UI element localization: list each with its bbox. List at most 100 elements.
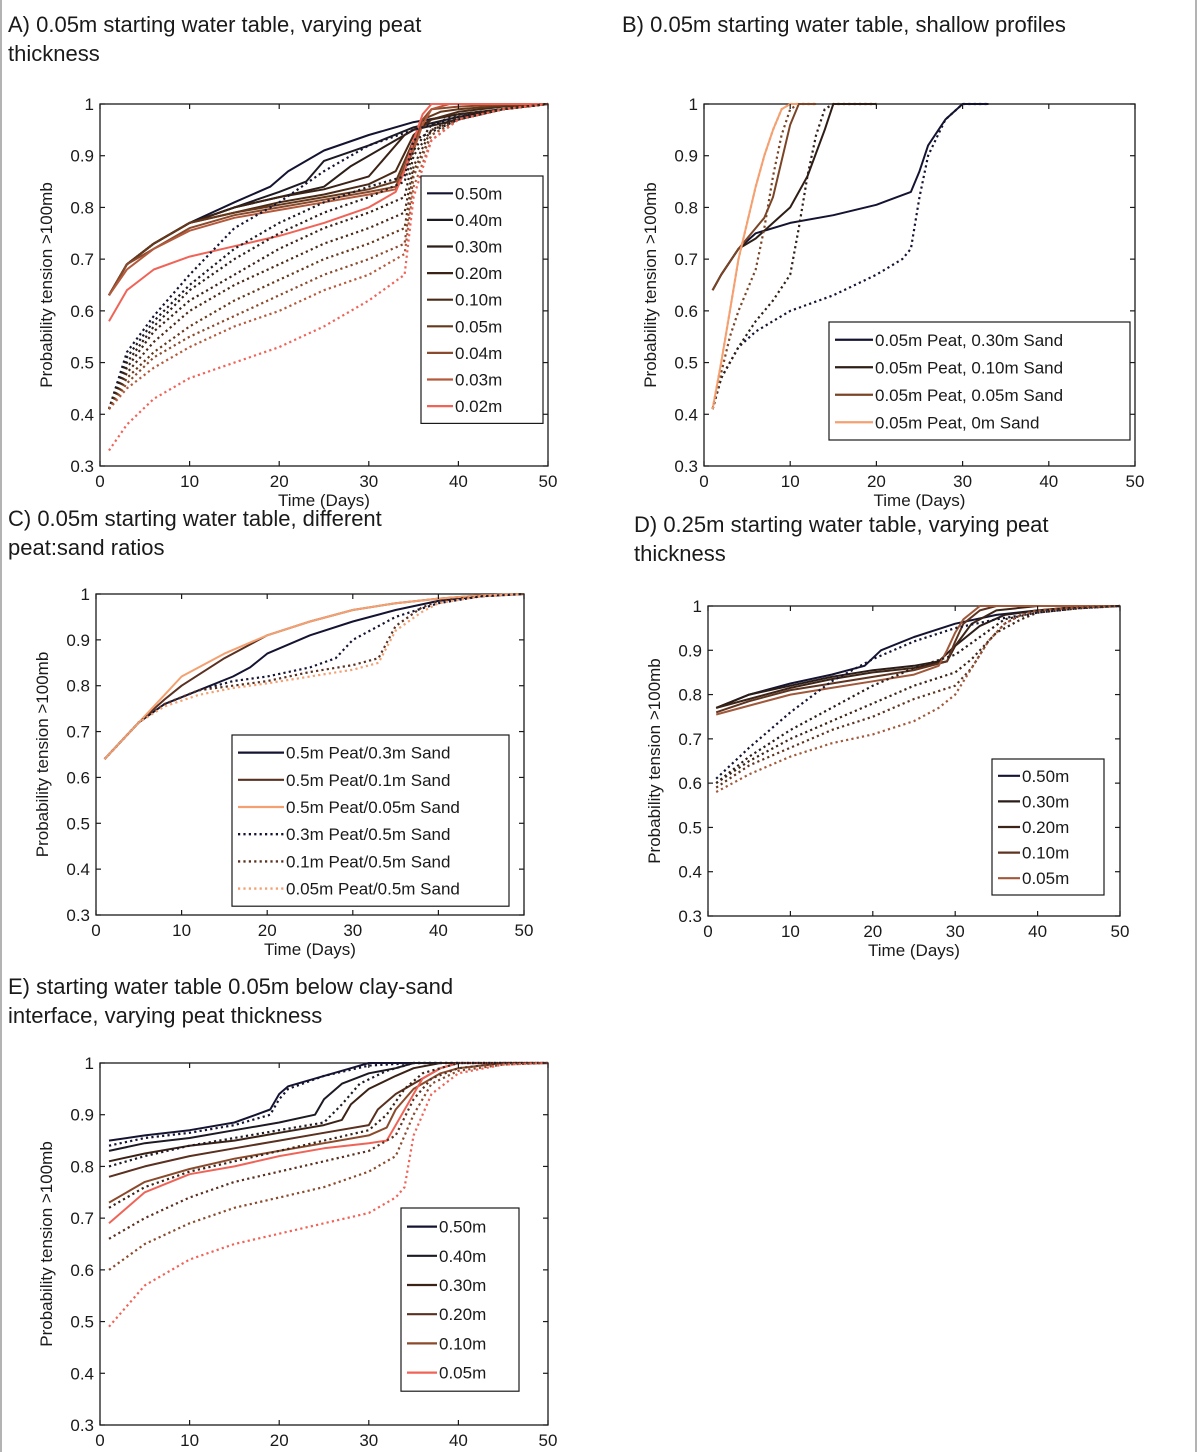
series-line-dotted-9: [715, 604, 1121, 793]
y-tick-label: 0.4: [674, 405, 698, 424]
y-tick-label: 0.6: [70, 302, 94, 321]
x-tick-label: 10: [172, 921, 191, 940]
panel-D: D) 0.25m starting water table, varying p…: [634, 512, 1129, 960]
legend-box: [231, 734, 510, 907]
y-tick-label: 0.4: [66, 860, 90, 879]
y-axis-label: Probability tension >100mb: [641, 182, 660, 388]
x-axis-label: Time (Days): [278, 491, 370, 510]
legend-label: 0.10m: [439, 1334, 486, 1353]
y-tick-label: 0.5: [66, 814, 90, 833]
y-tick-label: 0.6: [674, 302, 698, 321]
x-tick-label: 30: [359, 472, 378, 491]
legend: 0.05m Peat, 0.30m Sand 0.05m Peat, 0.10m …: [828, 321, 1131, 441]
x-axis-label: Time (Days): [278, 1450, 370, 1452]
legend-label: 0.05m: [439, 1364, 486, 1383]
y-tick-label: 0.6: [678, 774, 702, 793]
x-tick-label: 40: [449, 472, 468, 491]
series-line-dotted-17: [108, 102, 549, 452]
x-tick-label: 20: [270, 472, 289, 491]
series-line-dotted-7: [711, 102, 799, 410]
panel-title: C) 0.05m starting water table, different: [8, 506, 382, 531]
series-line-dotted-6: [711, 102, 817, 410]
y-tick-label: 1: [85, 95, 94, 114]
legend-label: 0.04m: [455, 344, 502, 363]
legend-label: 0.30m: [1022, 792, 1069, 811]
panel-title: A) 0.05m starting water table, varying p…: [8, 12, 421, 37]
legend-label: 0.20m: [455, 264, 502, 283]
y-tick-label: 0.3: [66, 906, 90, 925]
y-tick-label: 0.9: [678, 641, 702, 660]
panel-title: D) 0.25m starting water table, varying p…: [634, 512, 1049, 537]
series-line-dotted-11: [108, 1061, 549, 1328]
legend-label: 0.05m Peat, 0.10m Sand: [875, 358, 1063, 377]
legend-label: 0.05m Peat, 0m Sand: [875, 413, 1039, 432]
y-tick-label: 0.3: [674, 457, 698, 476]
y-tick-label: 0.9: [70, 1106, 94, 1125]
x-tick-label: 20: [867, 472, 886, 491]
x-tick-label: 50: [515, 921, 534, 940]
series-line-dotted-13: [108, 102, 549, 410]
legend-label: 0.05m Peat, 0.30m Sand: [875, 331, 1063, 350]
series-line-solid-5: [108, 103, 549, 296]
y-tick-label: 0.7: [66, 723, 90, 742]
series-line-dotted-12: [107, 102, 549, 410]
series-line-dotted-5: [103, 592, 525, 760]
y-axis-label: Probability tension >100mb: [37, 1141, 56, 1347]
panel-title: B) 0.05m starting water table, shallow p…: [622, 12, 1066, 37]
x-tick-label: 50: [1111, 922, 1130, 941]
series-line-dotted-15: [108, 102, 549, 410]
panel-title: peat:sand ratios: [8, 535, 165, 560]
legend-label: 0.05m Peat, 0.05m Sand: [875, 386, 1063, 405]
y-tick-label: 0.6: [66, 768, 90, 787]
panel-title: thickness: [8, 41, 100, 66]
x-tick-label: 10: [180, 472, 199, 491]
x-tick-label: 0: [95, 472, 104, 491]
x-tick-label: 0: [703, 922, 712, 941]
legend-label: 0.40m: [455, 211, 502, 230]
legend-label: 0.02m: [455, 397, 502, 416]
legend-label: 0.05m: [1022, 869, 1069, 888]
legend-label: 0.10m: [1022, 844, 1069, 863]
legend-label: 0.50m: [455, 184, 502, 203]
x-tick-label: 40: [429, 921, 448, 940]
y-tick-label: 0.5: [678, 818, 702, 837]
y-tick-label: 0.8: [678, 686, 702, 705]
series-line-dotted-9: [107, 102, 549, 410]
x-tick-label: 20: [863, 922, 882, 941]
y-tick-label: 1: [693, 597, 702, 616]
y-tick-label: 0.5: [674, 354, 698, 373]
legend: 0.50m 0.40m 0.30m 0.20m 0.10m 0.05m: [400, 1207, 520, 1392]
x-tick-label: 10: [180, 1431, 199, 1450]
y-tick-label: 1: [85, 1054, 94, 1073]
x-tick-label: 30: [359, 1431, 378, 1450]
series-line-dotted-7: [715, 604, 1121, 785]
x-tick-label: 50: [539, 1431, 558, 1450]
legend-label: 0.40m: [439, 1247, 486, 1266]
legend-label: 0.5m Peat/0.05m Sand: [286, 798, 460, 817]
x-tick-label: 50: [539, 472, 558, 491]
panel-title: thickness: [634, 541, 726, 566]
x-tick-label: 40: [1039, 472, 1058, 491]
x-tick-label: 40: [1028, 922, 1047, 941]
legend-label: 0.30m: [455, 238, 502, 257]
series-line-dotted-6: [108, 1061, 548, 1147]
series-line-solid-5: [108, 1062, 548, 1225]
y-tick-label: 0.9: [66, 631, 90, 650]
legend: 0.5m Peat/0.3m Sand 0.5m Peat/0.1m Sand 0.…: [231, 734, 510, 907]
panel-title: interface, varying peat thickness: [8, 1003, 322, 1028]
x-tick-label: 20: [258, 921, 277, 940]
y-tick-label: 0.6: [70, 1261, 94, 1280]
legend-box: [828, 321, 1131, 441]
series-line-dotted-7: [108, 1061, 548, 1168]
y-tick-label: 0.8: [66, 677, 90, 696]
y-tick-label: 0.7: [674, 250, 698, 269]
legend-label: 0.5m Peat/0.3m Sand: [286, 744, 450, 763]
series-line-solid-7: [108, 103, 548, 296]
legend-label: 0.03m: [455, 371, 502, 390]
y-tick-label: 0.3: [70, 1416, 94, 1435]
x-tick-label: 0: [699, 472, 708, 491]
legend-label: 0.50m: [1022, 767, 1069, 786]
series-line-dotted-8: [108, 1061, 548, 1209]
y-tick-label: 0.5: [70, 1313, 94, 1332]
